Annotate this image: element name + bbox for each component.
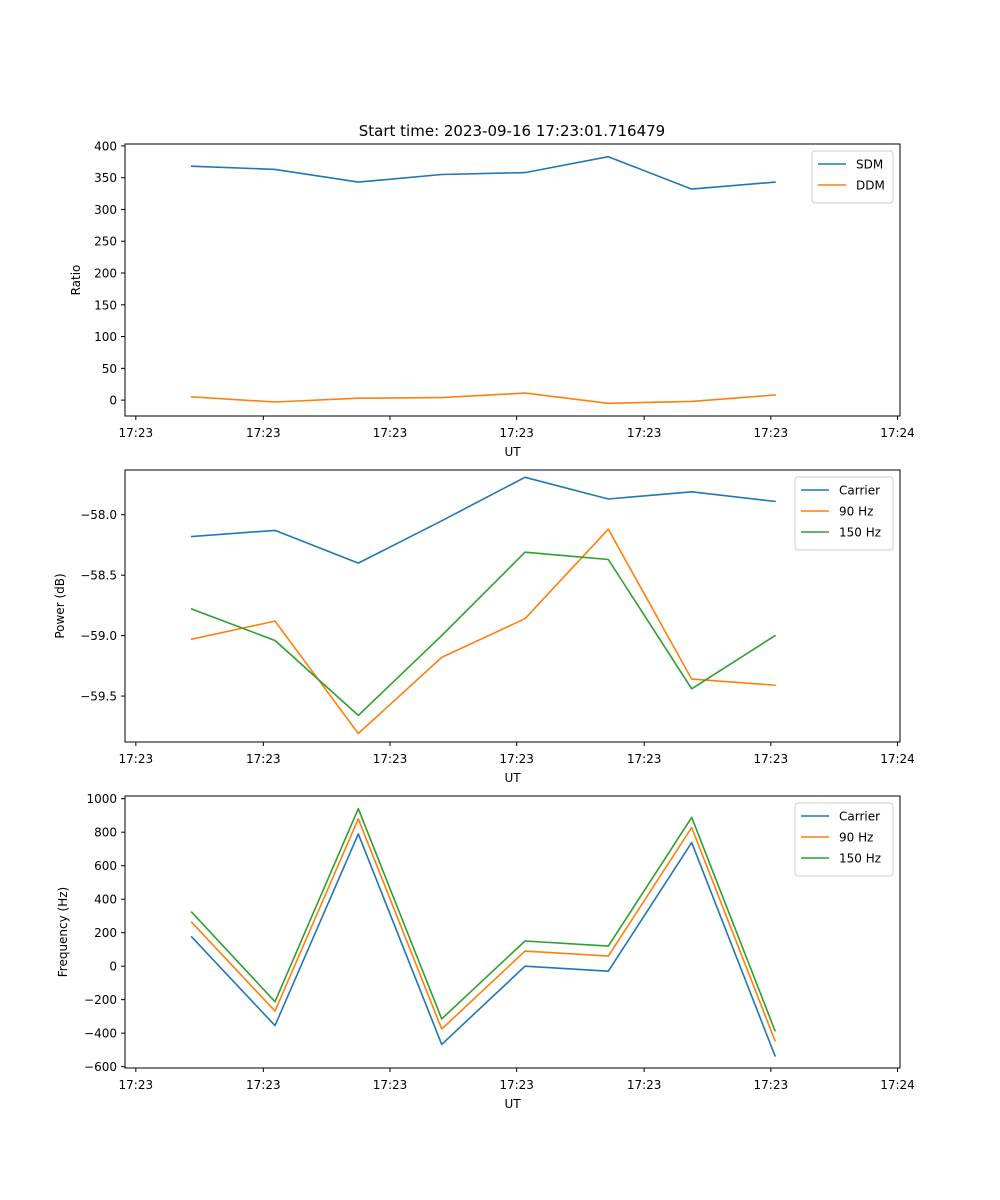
- y-tick-label: −59.0: [80, 629, 117, 643]
- series-line-150-hz: [190, 807, 777, 1032]
- legend-label: 90 Hz: [839, 505, 873, 519]
- y-tick-label: −58.0: [80, 508, 117, 522]
- x-tick-label: 17:23: [246, 752, 281, 766]
- y-tick-label: 400: [94, 893, 117, 907]
- x-tick-label: 17:23: [246, 426, 281, 440]
- legend: SDM DDM: [811, 150, 894, 204]
- figure-title: Start time: 2023-09-16 17:23:01.716479: [359, 122, 665, 140]
- x-tick-label: 17:24: [880, 752, 915, 766]
- series-line-90-hz: [190, 817, 777, 1042]
- series-line-150-hz: [190, 551, 777, 717]
- x-tick-label: 17:23: [499, 752, 534, 766]
- y-tick-label: 0: [109, 960, 117, 974]
- x-tick-label: 17:23: [627, 1078, 662, 1092]
- x-tick-label: 17:23: [499, 1078, 534, 1092]
- y-tick-label: −58.5: [80, 569, 117, 583]
- x-tick-label: 17:23: [627, 426, 662, 440]
- series-line-sdm: [190, 155, 776, 190]
- x-tick-label: 17:23: [246, 1078, 281, 1092]
- y-tick-label: 50: [102, 362, 117, 376]
- x-tick-label: 17:23: [754, 1078, 789, 1092]
- y-tick-label: 250: [94, 235, 117, 249]
- series-line-carrier: [190, 476, 776, 564]
- legend: Carrier 90 Hz 150 Hz: [794, 802, 894, 877]
- y-tick-label: 800: [94, 826, 117, 840]
- y-tick-label: −200: [84, 993, 117, 1007]
- y-tick-label: 200: [94, 926, 117, 940]
- y-tick-label: 150: [94, 298, 117, 312]
- y-tick-label: 1000: [86, 792, 117, 806]
- y-tick-label: 300: [94, 203, 117, 217]
- x-tick-label: 17:23: [754, 426, 789, 440]
- x-tick-label: 17:23: [373, 752, 408, 766]
- series-line-carrier: [190, 833, 777, 1057]
- x-tick-label: 17:23: [754, 752, 789, 766]
- y-tick-label: 350: [94, 171, 117, 185]
- y-tick-label: 200: [94, 267, 117, 281]
- y-axis-label: Ratio: [69, 265, 83, 296]
- x-axis-label: UT: [504, 771, 521, 785]
- x-axis-label: UT: [504, 1097, 521, 1111]
- y-tick-label: −600: [84, 1060, 117, 1074]
- chart-panel-2: 17:23 17:23 17:23 17:23 17:23 17:23 17:24 −58.0…: [53, 469, 915, 785]
- legend-label: 90 Hz: [839, 831, 873, 845]
- y-tick-label: −400: [84, 1027, 117, 1041]
- legend-label: DDM: [856, 179, 885, 193]
- x-tick-label: 17:24: [880, 1078, 915, 1092]
- x-tick-label: 17:23: [499, 426, 534, 440]
- series-line-ddm: [190, 392, 776, 405]
- x-tick-label: 17:23: [119, 426, 154, 440]
- panels: 17:23 17:23 17:23 17:23 17:23 17:23 17:24 0 50 10…: [53, 139, 915, 1111]
- legend-label: 150 Hz: [839, 852, 881, 866]
- y-axis-label: Power (dB): [53, 573, 67, 638]
- x-tick-label: 17:23: [119, 1078, 154, 1092]
- axes-frame: [124, 469, 901, 743]
- x-tick-label: 17:23: [627, 752, 662, 766]
- legend-label: Carrier: [839, 810, 880, 824]
- legend-label: SDM: [856, 158, 883, 172]
- chart-panel-3: 17:23 17:23 17:23 17:23 17:23 17:23 17:24 1000 8…: [56, 792, 915, 1111]
- axes-frame: [124, 795, 901, 1069]
- y-tick-label: 100: [94, 330, 117, 344]
- x-tick-label: 17:23: [373, 1078, 408, 1092]
- y-tick-label: 400: [94, 139, 117, 153]
- legend-label: Carrier: [839, 484, 880, 498]
- x-axis-label: UT: [504, 445, 521, 459]
- axes-frame: [124, 143, 901, 417]
- x-tick-label: 17:24: [880, 426, 915, 440]
- series-line-90-hz: [190, 528, 776, 735]
- x-tick-label: 17:23: [373, 426, 408, 440]
- y-tick-label: −59.5: [80, 690, 117, 704]
- x-tick-label: 17:23: [119, 752, 154, 766]
- legend: Carrier 90 Hz 150 Hz: [794, 476, 894, 551]
- chart-panel-1: 17:23 17:23 17:23 17:23 17:23 17:23 17:24 0 50 10…: [69, 139, 915, 459]
- y-tick-label: 600: [94, 859, 117, 873]
- y-tick-label: 0: [109, 394, 117, 408]
- legend-label: 150 Hz: [839, 526, 881, 540]
- y-axis-label: Frequency (Hz): [56, 887, 70, 978]
